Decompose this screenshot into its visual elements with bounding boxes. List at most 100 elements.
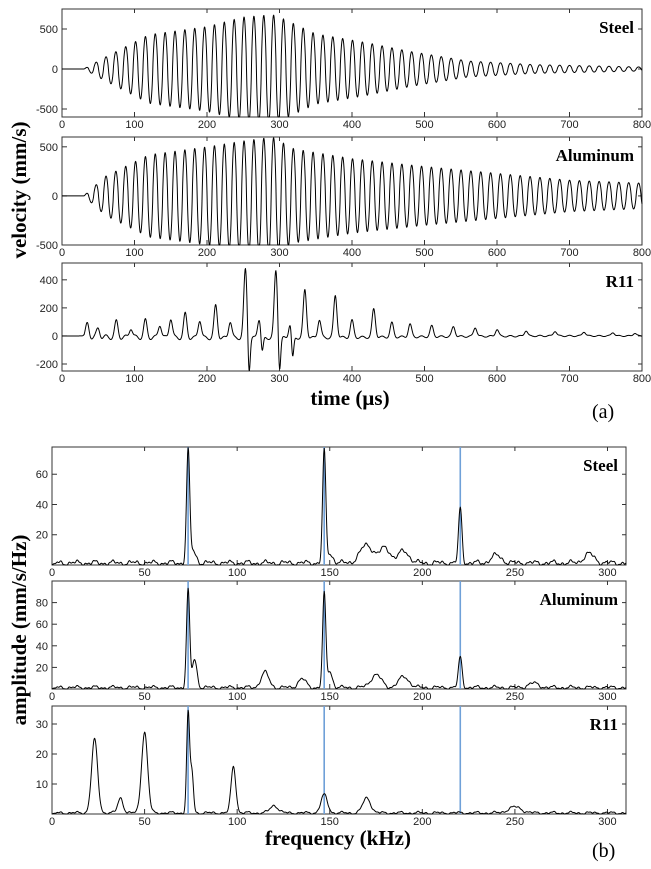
y-axis-title: amplitude (mm/s/Hz) [7, 535, 31, 726]
y-tick-label: -500 [36, 240, 58, 252]
x-tick-label: 400 [343, 373, 361, 385]
series-line-steel [61, 14, 643, 118]
x-tick-label: 500 [415, 119, 433, 131]
x-tick-label: 150 [321, 816, 339, 828]
panel-frame [51, 580, 627, 690]
x-tick-label: 0 [59, 119, 65, 131]
panel-frame [61, 262, 643, 372]
x-tick-label: 500 [415, 247, 433, 259]
y-tick-label: 400 [40, 275, 58, 287]
x-tick-label: 100 [228, 567, 246, 579]
x-tick-label: 50 [138, 691, 150, 703]
x-tick-label: 100 [125, 373, 143, 385]
x-tick-label: 600 [488, 373, 506, 385]
series-line-aluminum [51, 587, 627, 690]
x-tick-label: 300 [598, 691, 616, 703]
x-tick-label: 150 [321, 567, 339, 579]
y-tick-label: 40 [36, 641, 48, 653]
x-tick-label: 200 [198, 373, 216, 385]
panel-aluminum: 0 50 100 150 200 250 300 20 40 60 80 Aluminum [36, 580, 627, 703]
series-line-aluminum [61, 137, 643, 246]
x-tick-label: 100 [228, 691, 246, 703]
x-tick-label: 100 [125, 247, 143, 259]
y-tick-label: -200 [36, 359, 58, 371]
y-tick-label: 20 [36, 749, 48, 761]
panel-name-label: Steel [583, 456, 618, 475]
x-tick-label: 150 [321, 691, 339, 703]
panel-frame [51, 705, 627, 815]
panel-frame [61, 8, 643, 118]
subfigure-label-a: (a) [592, 401, 614, 423]
y-tick-label: 0 [52, 64, 58, 76]
panel-name-label: Aluminum [540, 590, 618, 609]
x-tick-label: 50 [138, 567, 150, 579]
x-tick-label: 300 [598, 816, 616, 828]
x-tick-label: 250 [506, 816, 524, 828]
x-tick-label: 600 [488, 119, 506, 131]
series-line-r11 [61, 267, 643, 372]
x-tick-label: 200 [413, 816, 431, 828]
x-tick-label: 50 [138, 816, 150, 828]
y-tick-label: 60 [36, 619, 48, 631]
y-tick-label: 20 [36, 662, 48, 674]
y-axis-title: velocity (mm/s) [7, 121, 31, 258]
panel-r11: 0 50 100 150 200 250 300 10 20 30 R11 [36, 705, 627, 828]
y-tick-label: 80 [36, 598, 48, 610]
x-tick-label: 800 [633, 247, 651, 259]
x-tick-label: 0 [49, 816, 55, 828]
y-tick-label: 500 [40, 142, 58, 154]
x-tick-label: 200 [413, 691, 431, 703]
x-tick-label: 400 [343, 119, 361, 131]
panel-name-label: R11 [590, 715, 618, 734]
x-tick-label: 700 [560, 247, 578, 259]
x-tick-label: 300 [270, 373, 288, 385]
y-tick-label: 20 [36, 530, 48, 542]
x-tick-label: 200 [198, 119, 216, 131]
series-line-r11 [51, 709, 627, 815]
x-tick-label: 250 [506, 691, 524, 703]
x-tick-label: 200 [413, 567, 431, 579]
x-tick-label: 200 [198, 247, 216, 259]
y-tick-label: 40 [36, 499, 48, 511]
x-tick-label: 0 [49, 691, 55, 703]
x-tick-label: 600 [488, 247, 506, 259]
x-tick-label: 100 [228, 816, 246, 828]
panel-frame [51, 446, 627, 566]
series-line-steel [51, 447, 627, 566]
x-tick-label: 800 [633, 373, 651, 385]
x-axis-title: frequency (kHz) [265, 826, 411, 850]
x-tick-label: 500 [415, 373, 433, 385]
x-tick-label: 0 [59, 247, 65, 259]
y-tick-label: 200 [40, 303, 58, 315]
x-tick-label: 300 [270, 119, 288, 131]
y-tick-label: -500 [36, 104, 58, 116]
x-tick-label: 700 [560, 373, 578, 385]
y-tick-label: 0 [52, 331, 58, 343]
x-tick-label: 800 [633, 119, 651, 131]
x-tick-label: 100 [125, 119, 143, 131]
panel-name-label: R11 [606, 272, 634, 291]
x-tick-label: 0 [49, 567, 55, 579]
y-tick-label: 30 [36, 719, 48, 731]
y-tick-label: 0 [52, 191, 58, 203]
y-tick-label: 60 [36, 469, 48, 481]
subfigure-label-b: (b) [592, 840, 615, 862]
x-axis-title: time (µs) [310, 386, 389, 410]
x-tick-label: 700 [560, 119, 578, 131]
x-tick-label: 300 [270, 247, 288, 259]
x-tick-label: 0 [59, 373, 65, 385]
panel-name-label: Aluminum [556, 146, 634, 165]
y-tick-label: 500 [40, 24, 58, 36]
x-tick-label: 300 [598, 567, 616, 579]
x-tick-label: 400 [343, 247, 361, 259]
panel-steel: 0 50 100 150 200 250 300 20 40 60 Steel [36, 446, 627, 579]
x-tick-label: 250 [506, 567, 524, 579]
panel-name-label: Steel [599, 18, 634, 37]
y-tick-label: 10 [36, 779, 48, 791]
